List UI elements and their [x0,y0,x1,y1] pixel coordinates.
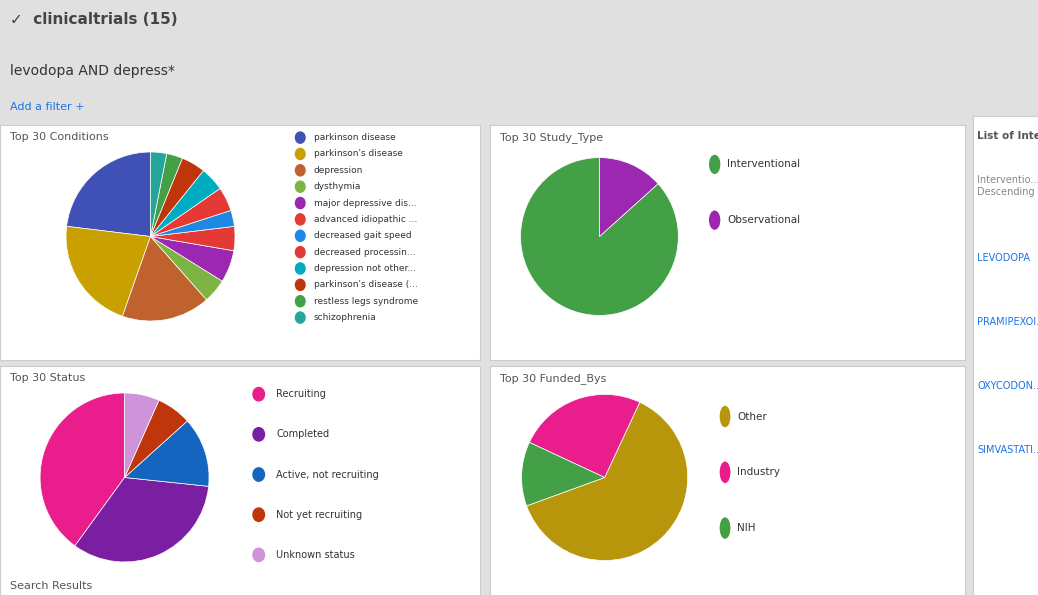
Text: parkinson disease: parkinson disease [313,133,395,142]
Circle shape [296,181,305,192]
Text: decreased processin...: decreased processin... [313,248,415,256]
Text: Interventional: Interventional [727,159,800,170]
Text: Not yet recruiting: Not yet recruiting [276,510,362,519]
Text: Interventio...
Descending: Interventio... Descending [978,175,1038,196]
Text: advanced idiopathic ...: advanced idiopathic ... [313,215,417,224]
Text: List of Interv...: List of Interv... [978,131,1038,141]
Circle shape [296,246,305,258]
Wedge shape [66,226,151,316]
Wedge shape [151,236,222,300]
Circle shape [710,155,719,173]
Wedge shape [151,211,235,236]
Circle shape [296,198,305,209]
Circle shape [253,468,265,481]
Text: decreased gait speed: decreased gait speed [313,231,411,240]
Wedge shape [151,226,235,250]
Text: Add a filter +: Add a filter + [9,102,84,112]
Circle shape [296,279,305,290]
Text: SIMVASTATI...: SIMVASTATI... [978,445,1038,455]
Wedge shape [125,421,209,486]
Text: depression not other...: depression not other... [313,264,415,273]
Text: major depressive dis...: major depressive dis... [313,199,416,208]
Text: Top 30 Status: Top 30 Status [9,373,85,383]
Text: Recruiting: Recruiting [276,389,326,399]
Wedge shape [521,443,604,506]
Wedge shape [151,152,167,236]
Wedge shape [75,477,209,562]
Text: Industry: Industry [737,467,781,477]
Wedge shape [600,158,658,236]
Wedge shape [125,400,187,477]
Text: parkinson's disease: parkinson's disease [313,149,403,158]
Text: PRAMIPEXOI...: PRAMIPEXOI... [978,317,1038,327]
Circle shape [296,165,305,176]
Text: Other: Other [737,412,767,421]
Circle shape [296,148,305,159]
Wedge shape [40,393,125,546]
Circle shape [253,428,265,441]
Wedge shape [151,171,220,236]
Text: restless legs syndrome: restless legs syndrome [313,297,418,306]
Text: OXYCODON...: OXYCODON... [978,381,1038,391]
Circle shape [296,132,305,143]
Text: schizophrenia: schizophrenia [313,313,377,322]
Text: levodopa AND depress*: levodopa AND depress* [9,64,174,79]
Text: Top 30 Study_Type: Top 30 Study_Type [500,132,603,143]
Circle shape [296,312,305,323]
Wedge shape [151,154,183,236]
Text: NIH: NIH [737,523,756,533]
Circle shape [296,263,305,274]
Circle shape [720,406,730,427]
Circle shape [296,230,305,242]
Circle shape [720,462,730,483]
Text: Unknown status: Unknown status [276,550,355,560]
Circle shape [253,387,265,401]
Text: Completed: Completed [276,430,329,439]
Text: Observational: Observational [727,215,800,225]
Text: ✓  clinicaltrials (15): ✓ clinicaltrials (15) [10,11,177,27]
Circle shape [296,214,305,225]
Circle shape [710,211,719,229]
Text: LEVODOPA: LEVODOPA [978,253,1031,264]
Text: depression: depression [313,166,363,175]
Wedge shape [125,393,159,477]
Text: Active, not recruiting: Active, not recruiting [276,469,379,480]
Circle shape [253,548,265,562]
Wedge shape [66,152,151,236]
Wedge shape [151,189,230,236]
Text: Search Results: Search Results [10,581,92,591]
Text: Top 30 Funded_Bys: Top 30 Funded_Bys [500,373,606,384]
Text: parkinson's disease (...: parkinson's disease (... [313,280,417,289]
Wedge shape [529,394,639,477]
Wedge shape [151,236,234,281]
Text: Top 30 Conditions: Top 30 Conditions [9,132,108,142]
Wedge shape [151,158,203,236]
Wedge shape [526,402,687,560]
Circle shape [720,518,730,538]
Circle shape [253,508,265,521]
Wedge shape [122,236,207,321]
Text: dysthymia: dysthymia [313,182,361,191]
Wedge shape [521,158,678,315]
Circle shape [296,296,305,307]
